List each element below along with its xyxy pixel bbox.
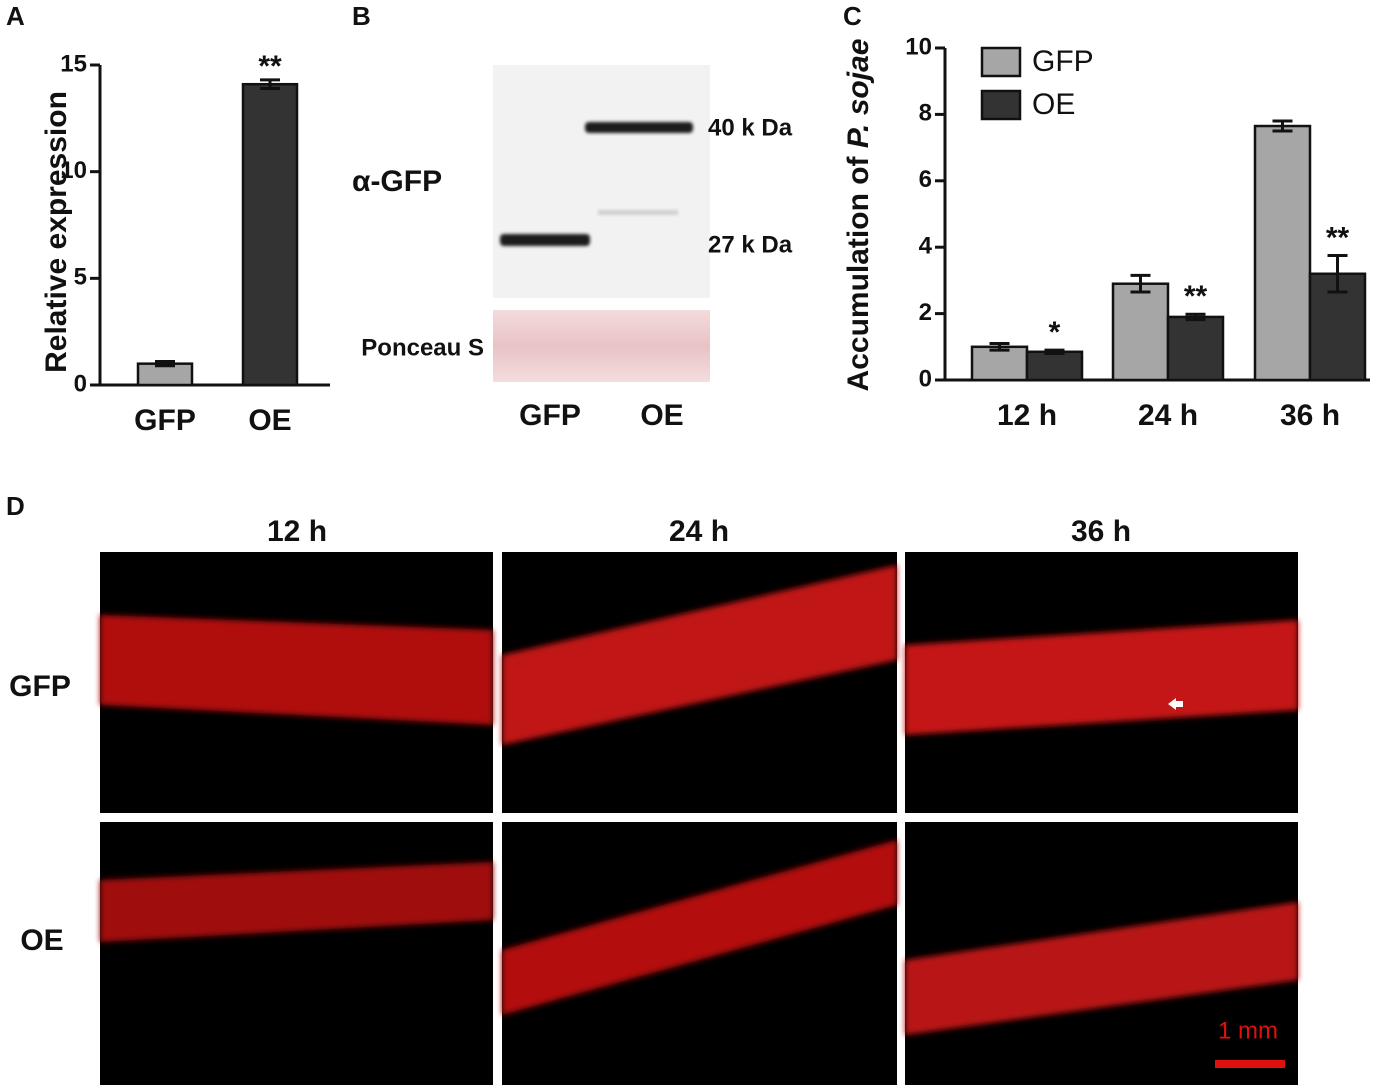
bar	[970, 345, 1029, 382]
bar	[1253, 124, 1312, 382]
error-bar	[1272, 119, 1293, 133]
blot-band	[500, 234, 590, 246]
y-axis-label-italic: P. sojae	[842, 39, 875, 149]
marker-label: 40 k Da	[708, 114, 793, 141]
legend-swatch	[980, 89, 1022, 121]
significance: **	[258, 50, 282, 83]
y-axis-label-text: Accumulation of	[842, 155, 875, 391]
x-tick-label: 36 h	[1280, 399, 1340, 432]
y-axis-label-space	[842, 148, 875, 156]
scale-bar-label: 1 mm	[1218, 1017, 1278, 1044]
blot-band	[585, 122, 693, 133]
antibody-label: α-GFP	[352, 165, 442, 198]
y-axis-label: Accumulation of P. sojae	[842, 39, 875, 392]
marker-label: 27 k Da	[708, 231, 793, 258]
column-label: 24 h	[669, 515, 729, 548]
x-tick-label: GFP	[134, 404, 196, 437]
bar	[241, 82, 299, 387]
ponceau-strip	[493, 310, 710, 382]
significance: **	[1326, 221, 1350, 254]
y-tick-label: 0	[74, 370, 87, 397]
panel-label: C	[843, 1, 862, 31]
error-bar	[1130, 273, 1151, 294]
panel-label: A	[6, 1, 25, 31]
stain-label: Ponceau S	[361, 334, 484, 361]
y-tick-label: 15	[60, 50, 87, 77]
column-label: 36 h	[1071, 515, 1131, 548]
error-bar	[260, 78, 280, 90]
error-bar	[155, 360, 175, 368]
bar	[1111, 282, 1170, 382]
lane-label: GFP	[519, 399, 581, 432]
y-tick-label: 2	[919, 299, 932, 326]
micrographs	[100, 552, 1298, 1085]
row-label: OE	[20, 924, 63, 957]
error-bar	[1327, 254, 1348, 294]
legend-label: GFP	[1032, 45, 1094, 78]
y-tick-label: 6	[919, 166, 932, 193]
bar	[1025, 350, 1084, 382]
legend-swatch	[980, 46, 1022, 78]
blot-membrane	[493, 65, 710, 298]
y-tick-label: 8	[919, 100, 932, 127]
column-label: 12 h	[267, 515, 327, 548]
y-tick-label: 10	[905, 33, 932, 60]
error-bar	[989, 341, 1010, 352]
y-tick-label: 0	[919, 365, 932, 392]
significance: *	[1049, 316, 1061, 349]
significance: **	[1184, 280, 1208, 313]
x-tick-label: 12 h	[997, 399, 1057, 432]
x-tick-label: OE	[248, 404, 291, 437]
bar	[1166, 315, 1225, 382]
panel-label: D	[6, 491, 25, 521]
row-label: GFP	[9, 670, 71, 703]
y-tick-label: 10	[60, 157, 87, 184]
y-tick-label: 4	[919, 233, 933, 260]
y-tick-label: 5	[74, 264, 87, 291]
error-bar	[1044, 348, 1065, 355]
panel-label: B	[352, 1, 371, 31]
blot-faint-band	[598, 210, 678, 215]
error-bar	[1185, 312, 1206, 322]
lane-label: OE	[640, 399, 683, 432]
x-tick-label: 24 h	[1138, 399, 1198, 432]
legend-label: OE	[1032, 88, 1075, 121]
y-axis-label: Relative expression	[40, 91, 73, 373]
